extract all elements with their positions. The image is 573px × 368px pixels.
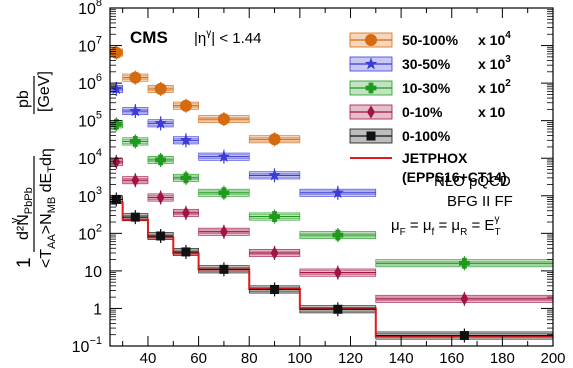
marker-cross [459,257,470,269]
y-title-prefix: 1 [14,257,35,268]
x-tick-label: 200 [540,350,565,367]
marker-cross [269,211,280,222]
y-title-numerator: d²NPbPbγ [9,187,35,240]
marker-square [130,212,140,222]
marker-circle [217,113,230,126]
marker-cross [180,172,192,184]
y-tick-label: 103 [78,185,102,206]
legend-label: 30-50% [402,56,451,72]
marker-square [181,247,191,257]
marker-diamond [367,105,375,119]
experiment-label: CMS [130,28,168,47]
x-axis: 40 60 80 100 120 140 160 180 200 [122,8,566,367]
marker-star [154,116,167,129]
marker-square [366,131,376,141]
x-tick-label: 60 [190,350,207,367]
note-nlo: NLO pQCD [434,173,511,190]
data-points [110,45,553,343]
y-title-unit-den: [GeV] [36,71,53,112]
marker-circle [154,82,167,95]
marker-star [110,82,123,95]
legend-factor: x 10 [478,104,505,120]
x-tick-label: 160 [439,350,464,367]
marker-cross [332,229,344,241]
legend: 50-100% x 104 30-50% x 103 10-30% x 102 0-10% x… [349,30,511,185]
x-tick-label: 180 [490,350,515,367]
legend-theory-label: JETPHOX [402,150,468,166]
x-tick-label: 80 [241,350,258,367]
y-axis: 10−1 1 10 102 103 104 105 106 107 108 [72,0,553,356]
legend-theory-detail: (EPPS16+CT14) [402,169,507,185]
note-scales: μF = μf = μR = ETγ [391,214,501,238]
legend-label: 10-30% [402,80,451,96]
x-tick-label: 100 [287,350,312,367]
marker-circle [129,71,142,84]
marker-circle [365,34,377,46]
legend-label: 50-100% [402,32,459,48]
x-tick-label: 140 [389,350,414,367]
marker-cross [155,154,167,166]
marker-star [364,57,378,70]
selection-label: |ηγ| < 1.44 [194,28,261,47]
plot-frame [109,7,554,347]
marker-diamond [460,292,469,306]
marker-cross [110,118,122,130]
marker-circle [179,99,192,112]
legend-label: 0-10% [402,104,443,120]
marker-cross [129,136,141,147]
legend-factor: x 103 [478,54,511,72]
marker-star [331,186,345,199]
legend-factor: x 104 [478,30,511,48]
marker-star [268,168,281,181]
note-ff: BFG II FF [447,193,513,210]
marker-square [219,264,229,274]
y-axis-title: 1 d²NPbPbγ <TAA>NMB dETdη pb [GeV] [9,71,58,268]
marker-square [270,284,280,294]
y-tick-label: 107 [78,35,102,56]
marker-cross [365,82,377,94]
marker-square [111,194,121,204]
y-tick-label: 10−1 [72,335,102,356]
marker-cross [218,187,230,199]
legend-label: 0-100% [402,128,451,144]
x-tick-label: 120 [338,350,363,367]
y-tick-label: 104 [78,147,102,168]
marker-diamond [131,173,140,187]
marker-diamond [220,225,228,239]
marker-star [179,133,193,146]
marker-diamond [333,266,342,280]
y-tick-label: 10 [84,264,102,281]
x-tick-label: 40 [140,350,157,367]
marker-diamond [182,206,190,220]
marker-square [156,231,166,241]
y-tick-label: 1 [93,301,102,318]
y-tick-label: 105 [78,110,102,131]
y-tick-label: 108 [78,0,102,18]
legend-factor: x 102 [478,78,511,96]
y-tick-label: 102 [78,222,102,243]
marker-circle [268,133,281,146]
marker-star [217,150,231,163]
marker-star [129,104,142,117]
marker-square [459,331,469,341]
y-title-denominator: <TAA>NMB dETdη [38,148,58,268]
marker-diamond [156,190,165,205]
y-tick-label: 106 [78,72,102,93]
marker-square [333,304,343,314]
marker-diamond [270,246,279,260]
y-title-unit-num: pb [15,90,32,108]
